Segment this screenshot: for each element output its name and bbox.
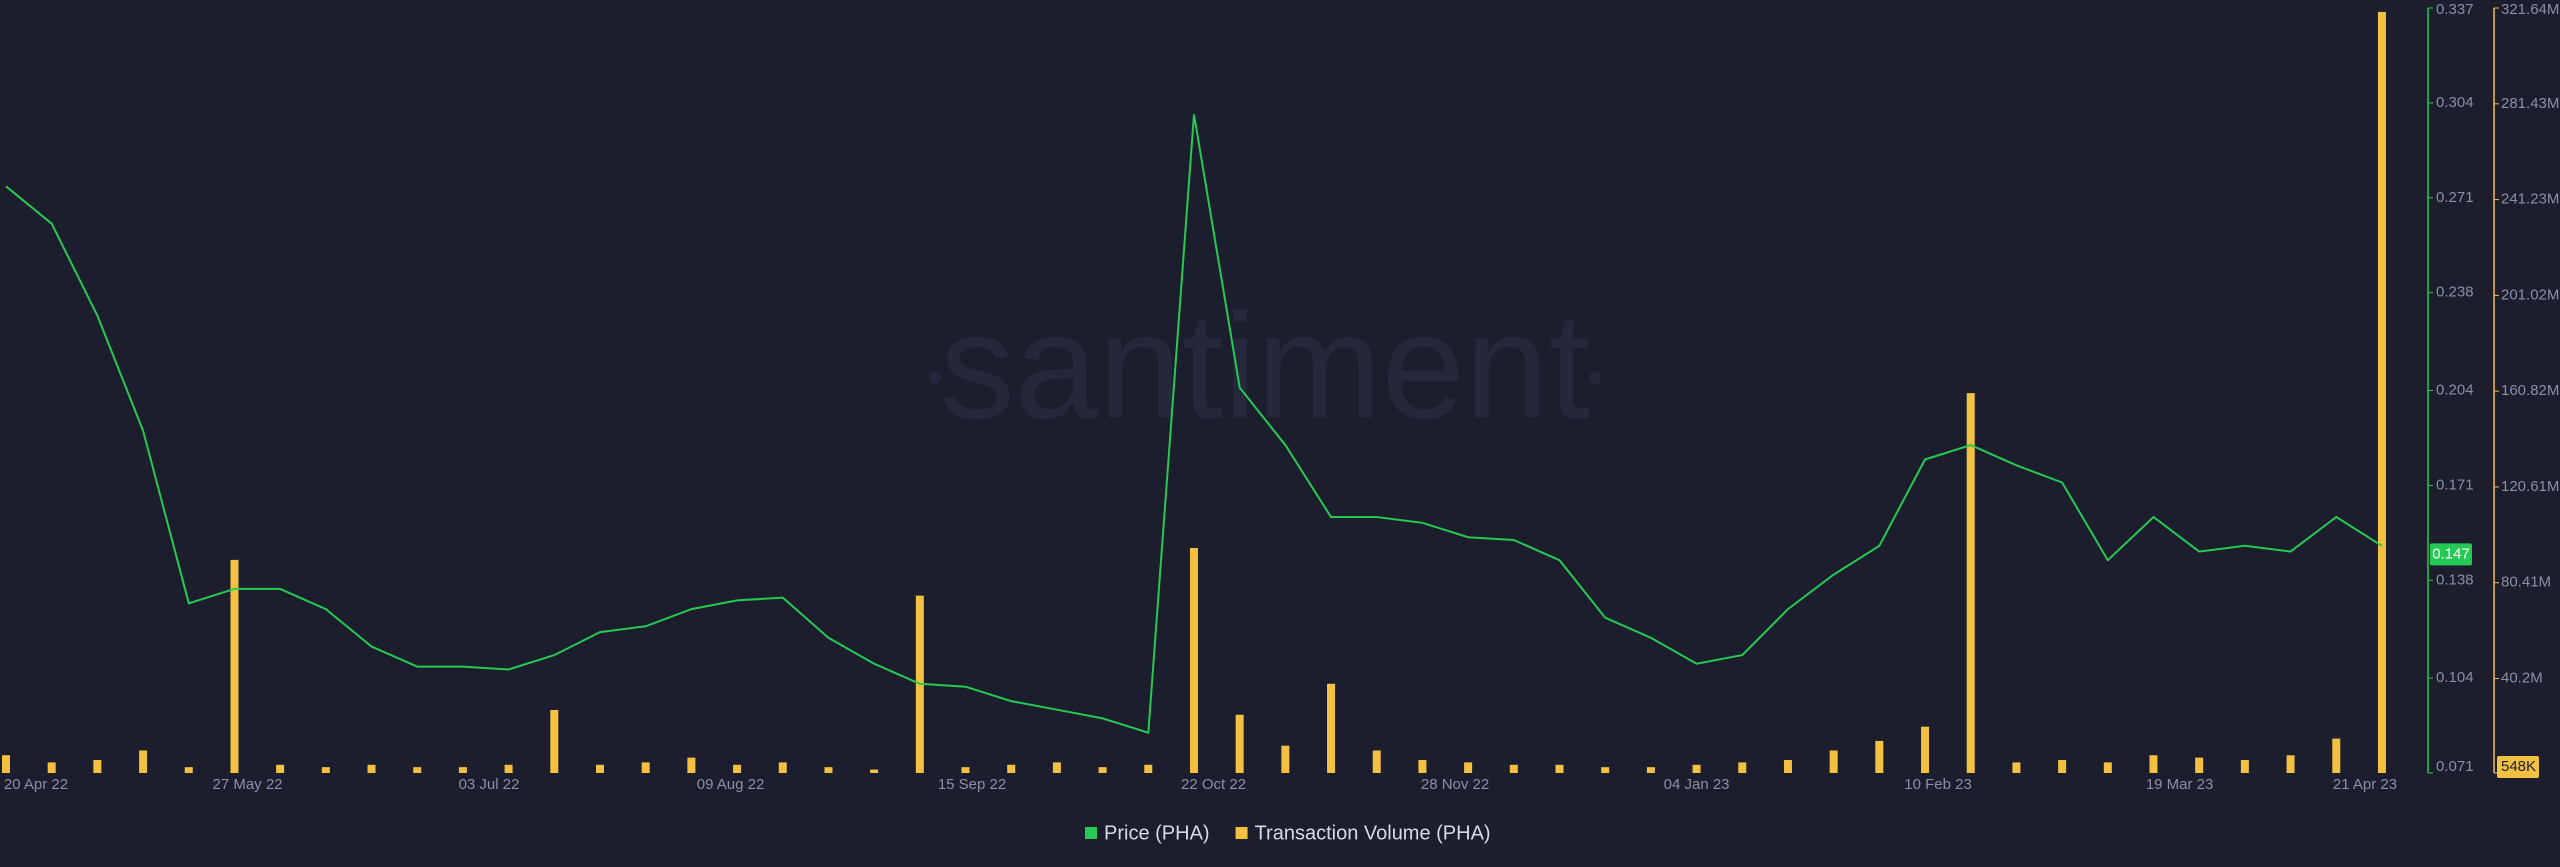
volume-bar <box>1235 714 1244 773</box>
x-tick-label: 04 Jan 23 <box>1664 776 1730 793</box>
volume-bar <box>1555 764 1564 773</box>
volume-bar <box>1966 393 1975 773</box>
price-badge-label: 0.147 <box>2432 545 2470 562</box>
volume-bar <box>1052 762 1061 773</box>
y2-tick-label: 160.82M <box>2501 382 2559 399</box>
volume-bar <box>961 767 970 773</box>
volume-bar <box>870 769 879 773</box>
x-tick-label: 10 Feb 23 <box>1904 776 1972 793</box>
volume-bar <box>367 764 376 773</box>
volume-bar <box>2240 760 2249 773</box>
y2-tick-label: 40.2M <box>2501 669 2543 686</box>
volume-bar <box>687 757 696 773</box>
price-badge <box>2430 543 2472 566</box>
x-tick-label: 27 May 22 <box>212 776 282 793</box>
volume-bar <box>1144 764 1153 773</box>
y-tick-label: 0.204 <box>2436 381 2474 398</box>
x-tick-label: 20 Apr 22 <box>4 776 68 793</box>
volume-bar <box>321 767 330 773</box>
y-tick-label: 0.337 <box>2436 1 2474 18</box>
x-tick-label: 03 Jul 22 <box>459 776 520 793</box>
y-tick-label: 0.138 <box>2436 571 2474 588</box>
y2-tick-badge <box>2497 756 2539 778</box>
y-tick-label: 0.238 <box>2436 284 2474 301</box>
volume-bar <box>413 767 422 773</box>
volume-bar <box>1601 767 1610 773</box>
volume-bar <box>2332 738 2341 773</box>
volume-bar <box>47 762 56 773</box>
volume-bar <box>2103 762 2112 773</box>
volume-bar <box>1098 767 1107 773</box>
volume-bar <box>1829 750 1838 773</box>
volume-bar <box>824 767 833 773</box>
volume-bar <box>1692 764 1701 773</box>
volume-bar <box>2286 755 2295 773</box>
legend-label: Transaction Volume (PHA) <box>1255 822 1491 844</box>
y-tick-label: 0.304 <box>2436 94 2474 111</box>
x-tick-label: 09 Aug 22 <box>697 776 765 793</box>
volume-bar <box>1921 726 1930 773</box>
legend-swatch <box>1085 827 1097 839</box>
volume-bar <box>1738 762 1747 773</box>
legend-label: Price (PHA) <box>1104 822 1210 844</box>
y-tick-label: 0.104 <box>2436 669 2474 686</box>
y2-tick-label: 321.64M <box>2501 1 2559 18</box>
legend-swatch <box>1235 827 1248 839</box>
y2-tick-label: 120.61M <box>2501 478 2559 495</box>
watermark-dot <box>1589 372 1601 384</box>
volume-bar <box>504 764 513 773</box>
x-tick-label: 28 Nov 22 <box>1421 776 1489 793</box>
y2-tick-label: 201.02M <box>2501 286 2559 303</box>
y-tick-label: 0.271 <box>2436 189 2474 206</box>
volume-bar <box>2377 11 2386 774</box>
volume-bar <box>1509 764 1518 773</box>
volume-bar <box>778 762 787 773</box>
x-tick-label: 21 Apr 23 <box>2333 776 2397 793</box>
watermark: santiment <box>940 282 1590 450</box>
volume-bar <box>458 767 467 773</box>
volume-bar <box>550 709 559 773</box>
volume-bar <box>1189 547 1198 773</box>
y2-tick-label: 80.41M <box>2501 574 2551 591</box>
volume-bar <box>641 762 650 773</box>
volume-bar <box>595 764 604 773</box>
volume-bar <box>184 767 193 773</box>
volume-bar <box>2058 760 2067 773</box>
volume-bar <box>2 755 10 773</box>
y2-tick-label: 548K <box>2501 758 2536 775</box>
volume-bar <box>1464 762 1473 773</box>
volume-bar <box>2195 757 2204 773</box>
volume-bar <box>139 750 148 773</box>
volume-bar <box>1327 683 1336 773</box>
volume-bar <box>1783 760 1792 773</box>
volume-bar <box>1372 750 1381 773</box>
volume-bar <box>230 559 239 773</box>
y2-tick-label: 281.43M <box>2501 95 2559 112</box>
y-tick-label: 0.071 <box>2436 758 2474 775</box>
y2-tick-label: 241.23M <box>2501 191 2559 208</box>
volume-bar <box>1281 745 1290 773</box>
x-tick-label: 22 Oct 22 <box>1181 776 1246 793</box>
volume-bar <box>2149 755 2158 773</box>
x-tick-label: 15 Sep 22 <box>938 776 1006 793</box>
volume-bar <box>733 764 742 773</box>
price-line <box>5 114 2383 735</box>
volume-bar <box>1646 767 1655 773</box>
volume-bar <box>1007 764 1016 773</box>
y-tick-label: 0.171 <box>2436 476 2474 493</box>
watermark-dot <box>929 372 941 384</box>
x-tick-label: 19 Mar 23 <box>2146 776 2214 793</box>
legend: Price (PHA) Transaction Volume (PHA) <box>1085 822 1491 844</box>
volume-bar <box>2012 762 2021 773</box>
volume-bar <box>1875 740 1884 773</box>
volume-bar <box>1418 760 1427 773</box>
volume-bar <box>93 760 102 773</box>
volume-bar <box>276 764 285 773</box>
